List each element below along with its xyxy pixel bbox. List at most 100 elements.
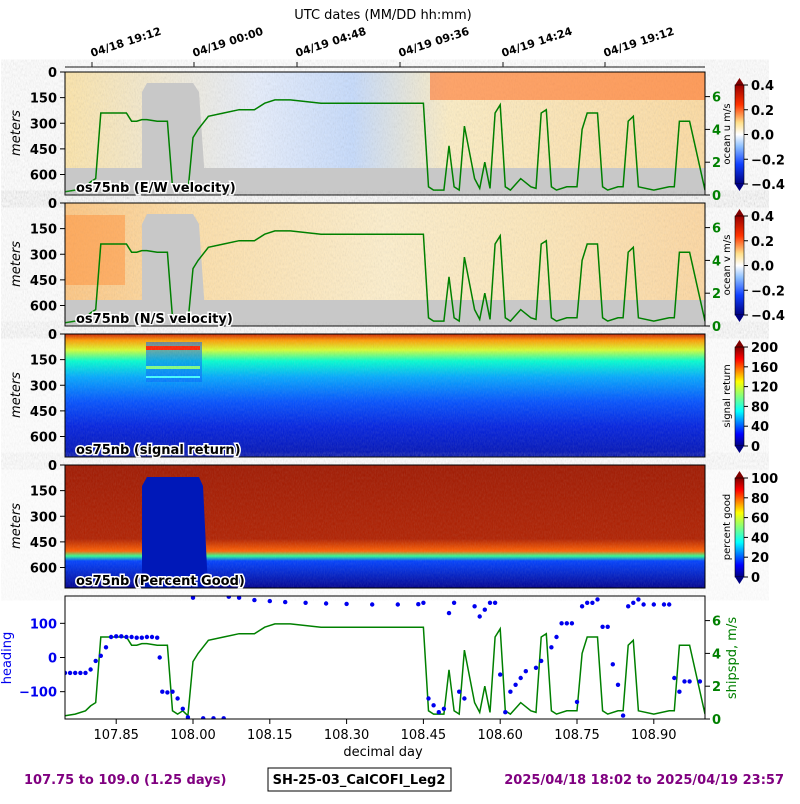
depth-tick-label: 150 [30, 223, 57, 238]
top-axis-tick-label: 04/19 04:48 [294, 25, 368, 60]
signal-panel-frame [64, 333, 706, 458]
colorbar-tick-label: 40 [751, 531, 769, 546]
depth-tick-label: 150 [30, 354, 57, 369]
colorbar [734, 346, 745, 447]
ew-panel-frame [64, 71, 706, 196]
heading-points [65, 596, 703, 719]
footer-cruise: SH-25-03_CalCOFI_Leg2 [273, 773, 446, 788]
depth-tick-label: 450 [30, 274, 57, 289]
ew-surface-warm-band [430, 72, 705, 100]
axes-layer: 0150300450600015030045060001503004506000… [19, 66, 785, 743]
heading-point [585, 600, 590, 605]
heading-point [626, 604, 631, 609]
shipspd-tick-label: 4 [712, 647, 721, 662]
depth-tick-label: 0 [48, 459, 57, 474]
heading-tick-label: 100 [30, 617, 57, 632]
heading-point [590, 600, 595, 605]
colorbar-tick-label: 0.2 [751, 104, 774, 119]
ns-nodata-gap [142, 214, 206, 326]
pg-ylabel: meters [9, 503, 24, 549]
heading-point [667, 602, 672, 607]
heading-point [620, 713, 626, 718]
heading-point [533, 665, 539, 670]
depth-tick-label: 300 [30, 248, 57, 263]
heading-point [472, 604, 477, 609]
colorbar-extend-bottom [735, 446, 744, 453]
heading-point [303, 600, 308, 605]
top-axis-tick-label: 04/19 14:24 [500, 25, 574, 60]
heading-point [431, 703, 436, 708]
shipspd-tick-label: 6 [712, 615, 721, 630]
colorbar-extend-top [735, 340, 744, 347]
heading-point [98, 653, 104, 658]
signal-heatmap-texture [65, 334, 705, 457]
top-axis-tick-label: 04/19 19:12 [602, 25, 676, 60]
heading-point [139, 635, 144, 640]
heading-point [226, 596, 231, 599]
xaxis-label: decimal day [343, 745, 423, 760]
heading-point [672, 675, 677, 681]
colorbar-label: ocean v m/s [722, 235, 733, 296]
ew-ylabel: meters [9, 110, 24, 156]
pg-low-quality-gap [142, 477, 208, 588]
colorbar [734, 215, 745, 316]
depth-tick-label: 300 [30, 117, 57, 132]
ns-shipspd-line [65, 230, 705, 325]
panel-percent-good: os75nb (Percent Good) meters [9, 464, 706, 591]
panel-ns-velocity: os75nb (N/S velocity) meters [9, 202, 706, 329]
colorbar-tick-label: 120 [751, 381, 778, 396]
heading-point [149, 634, 155, 640]
heading-point [144, 634, 150, 640]
panel-heading-shipspd: heading shipspd, m/s decimal day [0, 595, 740, 760]
heading-point [523, 669, 528, 674]
ns-panel-frame [64, 202, 706, 327]
heading-point [595, 597, 600, 602]
xaxis-tick-label: 108.00 [170, 728, 216, 743]
colorbar [734, 84, 745, 185]
xaxis-tick-label: 108.90 [631, 728, 677, 743]
heading-point [370, 602, 375, 607]
heading-point [605, 624, 610, 629]
heading-point [636, 597, 641, 602]
colorbar-extend-top [735, 471, 744, 478]
depth-tick-label: 600 [30, 431, 57, 446]
heading-point [503, 710, 508, 715]
speed-tick-label: 0 [712, 189, 721, 204]
colorbar-tick-label: 0.0 [751, 260, 774, 275]
heading-point [175, 696, 180, 701]
heading-point [252, 597, 257, 603]
colorbar-extend-top [735, 209, 744, 216]
colorbar-label: ocean u m/s [722, 103, 733, 164]
footer-dates: 2025/04/18 18:02 to 2025/04/19 23:57 [504, 773, 784, 788]
heading-point [436, 710, 441, 715]
heading-point [83, 670, 88, 676]
panel-signal-return: os75nb (signal return) meters [9, 333, 706, 460]
depth-tick-label: 0 [48, 197, 57, 212]
colorbar-tick-label: 80 [751, 492, 769, 507]
heading-point [682, 679, 687, 684]
colorbar-tick-label: −0.4 [751, 178, 785, 193]
heading-point [344, 601, 349, 607]
heading-point [421, 600, 426, 605]
colorbar-tick-label: −0.2 [751, 153, 785, 168]
colorbar-tick-label: 200 [751, 341, 778, 356]
colorbar-tick-label: 0 [751, 571, 760, 586]
ns-ylabel: meters [9, 241, 24, 287]
heading-point [631, 600, 636, 605]
heading-point [124, 634, 129, 640]
heading-point [103, 645, 109, 650]
heading-point [65, 670, 68, 676]
heading-point [165, 690, 170, 695]
colorbar-tick-label: 0.4 [751, 79, 774, 94]
heading-point [651, 602, 656, 607]
heading-point [610, 662, 615, 667]
pg-panel-frame [64, 464, 706, 589]
ew-nodata-gap [142, 83, 206, 195]
colorbar-tick-label: 160 [751, 361, 778, 376]
heading-point [574, 699, 580, 705]
heading-point [134, 635, 139, 640]
heading-point [267, 598, 272, 604]
speed-tick-label: 4 [712, 123, 721, 138]
heading-point [482, 607, 487, 612]
heading-point [559, 621, 564, 626]
